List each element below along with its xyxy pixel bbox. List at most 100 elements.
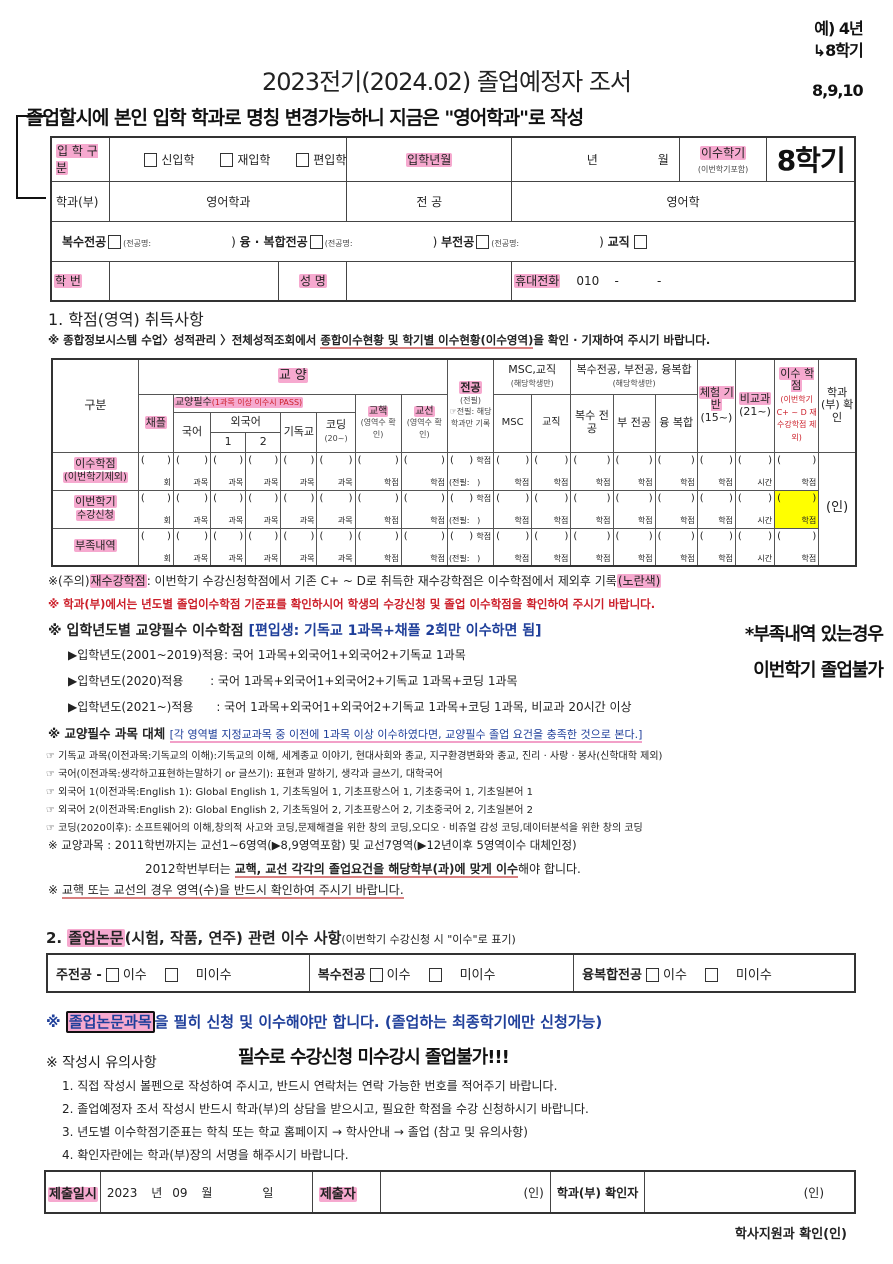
checkbox-double-major[interactable] [108, 235, 122, 249]
credit-cell[interactable]: () 학점 [531, 451, 572, 491]
header-foreign-1: 1 [210, 431, 247, 453]
semesters-value[interactable]: 8학기 [766, 136, 856, 182]
credit-cell[interactable]: () 시간 [734, 489, 776, 529]
substitution-heading: ※ 교양필수 과목 대체 [각 영역별 지정교과목 중 이전에 1과목 이상 이… [48, 723, 643, 743]
req-row: ▶입학년도(2021~)적용 : 국어 1과목+외국어1+외국어2+기독교 1과… [68, 700, 632, 714]
credit-cell[interactable]: () 학점 (전필: ) [446, 527, 495, 567]
credit-cell[interactable]: () 학점 [570, 489, 614, 529]
credit-cell[interactable]: () 학점 [354, 451, 402, 491]
credit-cell[interactable]: () 과목 [245, 527, 282, 567]
major-value[interactable]: 영어학 [511, 180, 856, 222]
credit-cell[interactable]: () 학점 [531, 527, 572, 567]
checkbox-double-done[interactable] [369, 968, 383, 982]
credit-cell[interactable]: () 과목 [316, 527, 356, 567]
checkbox-teaching[interactable] [633, 235, 647, 249]
header-extracurricular: 비교과 [738, 392, 772, 406]
confirmer-field[interactable]: (인) [644, 1170, 856, 1214]
credit-cell[interactable]: () 학점 [612, 527, 656, 567]
credit-cell[interactable]: () 과목 [172, 489, 212, 529]
credit-cell[interactable]: () 회 [137, 527, 174, 567]
credit-cell[interactable]: () 학점 [493, 451, 533, 491]
submit-date-field[interactable]: 2023 년 09 월 일 [99, 1170, 313, 1214]
credit-cell[interactable]: () 학점 [654, 489, 698, 529]
credit-cell[interactable]: () 과목 [280, 489, 318, 529]
credit-cell[interactable]: () 학점 [570, 527, 614, 567]
paren: () [140, 492, 171, 504]
credit-cell[interactable]: () 학점 [531, 489, 572, 529]
credit-cell[interactable]: () 학점 [400, 527, 448, 567]
note-line: 8,9,10 [812, 81, 864, 100]
unit: 과목 [337, 516, 353, 526]
phone-field[interactable]: 010 - - [576, 274, 662, 289]
credit-cell[interactable]: () 회 [137, 451, 174, 491]
credit-cell[interactable]: () 과목 [280, 527, 318, 567]
credit-cell[interactable]: () 학점 [774, 451, 820, 491]
credit-cell[interactable]: () 학점 [354, 489, 402, 529]
checkbox-new[interactable] [144, 153, 158, 168]
credit-cell[interactable]: () 과목 [245, 451, 282, 491]
annotation-arrow [16, 115, 46, 199]
checkbox-transfer[interactable] [296, 153, 310, 168]
credit-cell[interactable]: () 학점 [570, 451, 614, 491]
credit-cell[interactable]: () 과목 [210, 451, 247, 491]
credit-cell[interactable]: () 학점 (전필: ) [446, 451, 495, 491]
credit-cell[interactable]: () 학점 [400, 451, 448, 491]
credit-cell[interactable]: () 과목 [172, 527, 212, 567]
checkbox-double-not-done[interactable] [428, 968, 442, 982]
credit-cell[interactable]: () 학점 [612, 489, 656, 529]
major-name-field[interactable]: (전공명: [324, 238, 353, 248]
credit-cell[interactable]: () 과목 [210, 527, 247, 567]
credit-cell[interactable]: () 학점 [696, 489, 736, 529]
not-done-label: 미이수 [735, 967, 772, 983]
major-name-field[interactable]: (전공명: [491, 238, 520, 248]
unit: 과목 [263, 516, 279, 526]
credit-cell[interactable]: () 학점 [696, 451, 736, 491]
credit-cell[interactable]: () 학점 [696, 527, 736, 567]
paren: () [615, 454, 653, 466]
credit-cell[interactable]: () 회 [137, 489, 174, 529]
checkbox-conv-not-done[interactable] [704, 968, 718, 982]
thesis-required-note: ※ 졸업논문과목 을 필히 신청 및 이수해야만 합니다. (졸업하는 최종학기에… [46, 1011, 602, 1033]
paren: () [403, 530, 445, 542]
credit-cell[interactable]: () 학점 [774, 489, 820, 529]
seal-mark: (인) [803, 1185, 824, 1200]
credit-cell[interactable]: () 학점 [493, 527, 533, 567]
dept-value[interactable]: 영어학과 [109, 180, 348, 222]
major-name-field[interactable]: (전공명: [123, 238, 152, 248]
checkbox-main-not-done[interactable] [164, 968, 178, 982]
credit-cell[interactable]: () 학점 [774, 527, 820, 567]
checkbox-minor[interactable] [476, 235, 490, 249]
paren: () [449, 454, 474, 466]
dept-confirm-cell[interactable]: (인) [818, 451, 857, 567]
credit-cell[interactable]: () 과목 [245, 489, 282, 529]
checkbox-main-done[interactable] [105, 968, 119, 982]
submitter-field[interactable]: (인) [379, 1170, 551, 1214]
label-new: 신입학 [161, 152, 195, 167]
credit-cell[interactable]: () 과목 [210, 489, 247, 529]
header-extracurricular-sub: (21~) [739, 404, 771, 418]
credit-cell[interactable]: () 학점 [654, 527, 698, 567]
unit: 학점 [637, 516, 653, 526]
handwritten-note-example: 예) 4년 ↳8학기 8,9,10 [812, 18, 864, 102]
credit-cell[interactable]: () 과목 [316, 451, 356, 491]
paren: () [175, 492, 209, 504]
credit-cell[interactable]: () 학점 [354, 527, 402, 567]
credit-cell[interactable]: () 과목 [316, 489, 356, 529]
credit-cell[interactable]: () 학점 [493, 489, 533, 529]
credit-cell[interactable]: () 학점 [400, 489, 448, 529]
credit-cell[interactable]: () 시간 [734, 451, 776, 491]
name-field[interactable] [346, 260, 513, 302]
credit-cell[interactable]: () 과목 [172, 451, 212, 491]
row-label-text: 이번학기 [74, 495, 117, 509]
credit-cell[interactable]: () 학점 [654, 451, 698, 491]
student-id-field[interactable] [109, 260, 280, 302]
checkbox-conv-done[interactable] [645, 968, 659, 982]
credit-cell[interactable]: () 학점 [612, 451, 656, 491]
credit-cell[interactable]: () 학점 (전필: ) [446, 489, 495, 529]
credit-cell[interactable]: () 시간 [734, 527, 776, 567]
credit-cell[interactable]: () 과목 [280, 451, 318, 491]
checkbox-readmit[interactable] [220, 153, 234, 168]
checkbox-convergence[interactable] [309, 235, 323, 249]
retake-color: (노란색) [616, 574, 662, 588]
